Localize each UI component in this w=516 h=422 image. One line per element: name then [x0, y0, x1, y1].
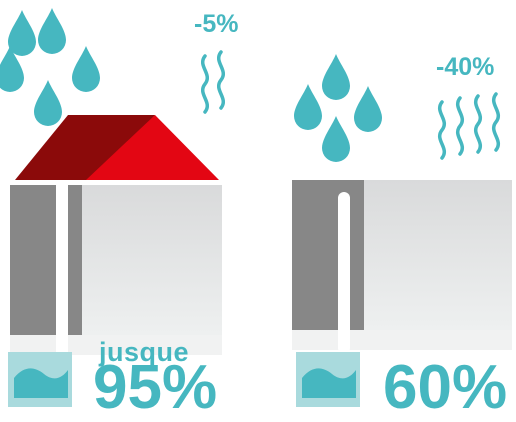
right-evaporation-label: -40%: [436, 53, 495, 81]
raindrop-icon: [34, 80, 62, 126]
tank-water-icon: [14, 368, 68, 398]
evaporation-wave-icon: [201, 54, 209, 114]
downpipe: [338, 192, 350, 354]
raindrop-icon: [0, 46, 24, 92]
raindrop-icon: [322, 54, 350, 100]
right-tank: [296, 352, 360, 407]
right-retention-value: 60%: [383, 353, 508, 422]
roof-dark-side: [15, 115, 155, 180]
left-scene: [0, 8, 225, 407]
left-raindrops: [0, 8, 100, 126]
evaporation-wave-icon: [492, 92, 500, 152]
roof-light-side: [86, 115, 219, 180]
raindrop-icon: [294, 84, 322, 130]
building-body: [292, 180, 512, 354]
right-raindrops: [294, 54, 382, 162]
left-retention-value: 95%: [93, 353, 218, 422]
right-evaporation-waves: [438, 92, 500, 160]
evaporation-wave-icon: [438, 100, 446, 160]
tank-water-icon: [302, 368, 356, 398]
downpipe: [56, 185, 68, 353]
evaporation-wave-icon: [474, 94, 482, 154]
left-retention-prefix: jusque: [99, 337, 190, 367]
left-tank: [8, 352, 72, 407]
evaporation-wave-icon: [456, 96, 464, 156]
water-retention-diagram: [0, 8, 512, 407]
raindrop-icon: [38, 8, 66, 54]
house-body: [10, 185, 222, 355]
evaporation-wave-icon: [217, 50, 225, 110]
left-evaporation-waves: [201, 50, 225, 114]
raindrop-icon: [8, 10, 36, 56]
right-scene: [292, 54, 512, 407]
raindrop-icon: [354, 86, 382, 132]
raindrop-icon: [322, 116, 350, 162]
roof: [15, 115, 219, 180]
left-evaporation-label: -5%: [194, 10, 239, 38]
raindrop-icon: [72, 46, 100, 92]
